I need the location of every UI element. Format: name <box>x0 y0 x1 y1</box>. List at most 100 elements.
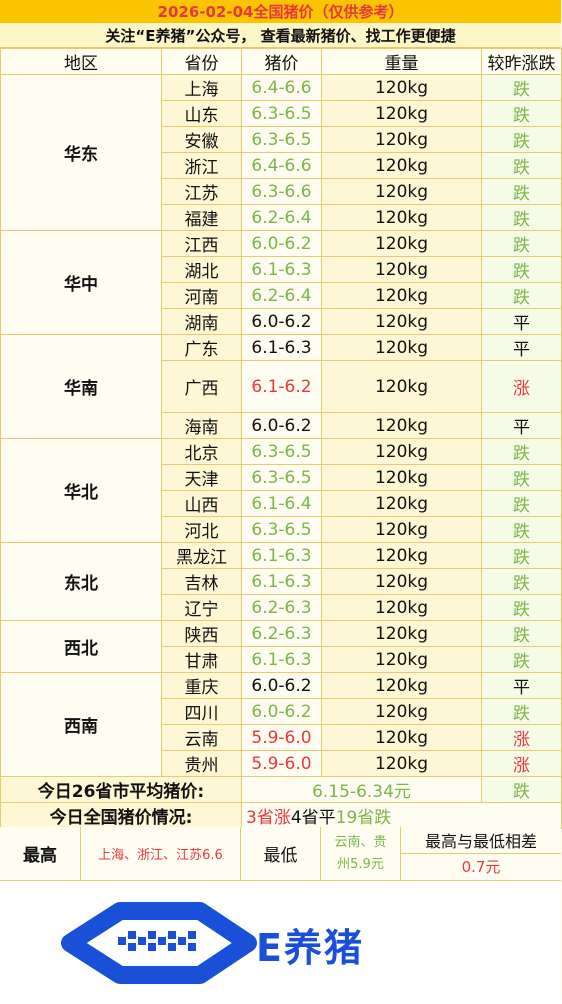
header-price: 猪价 <box>241 48 322 75</box>
trend-cell: 跌 <box>481 74 562 101</box>
price-cell: 6.1-6.3 <box>241 568 322 595</box>
trend-cell: 跌 <box>481 438 562 465</box>
table-row: 浙江 6.4-6.6 120kg 跌 <box>1 152 562 179</box>
price-cell: 6.1-6.4 <box>241 490 322 517</box>
trend-cell: 跌 <box>481 282 562 309</box>
table-row: 湖北 6.1-6.3 120kg 跌 <box>1 256 562 283</box>
price-cell: 6.0-6.2 <box>241 308 322 335</box>
weight-cell: 120kg <box>321 750 482 777</box>
header-province: 省份 <box>161 48 242 75</box>
header-weight: 重量 <box>321 48 482 75</box>
province-cell: 河南 <box>161 282 242 309</box>
weight-cell: 120kg <box>321 412 482 439</box>
weight-cell: 120kg <box>321 698 482 725</box>
region-cell: 华中 <box>0 230 162 335</box>
province-cell: 安徽 <box>161 126 242 153</box>
table-row: 华东 上海 6.4-6.6 120kg 跌 <box>0 74 562 231</box>
table-row: 安徽 6.3-6.5 120kg 跌 <box>1 126 562 153</box>
price-cell: 6.2-6.3 <box>241 620 322 647</box>
price-cell: 6.3-6.6 <box>241 178 322 205</box>
e-pig-logo-icon <box>61 902 257 984</box>
logo-area <box>0 881 561 1000</box>
lowest-label: 最低 <box>241 827 321 880</box>
province-cell: 广东 <box>161 334 242 361</box>
province-cell: 湖北 <box>161 256 242 283</box>
table-row: 吉林 6.1-6.3 120kg 跌 <box>1 568 562 595</box>
price-cell: 6.3-6.5 <box>241 516 322 543</box>
highest-label: 最高 <box>0 827 81 880</box>
trend-cell: 涨 <box>481 360 562 413</box>
province-cell: 四川 <box>161 698 242 725</box>
lowest-value-line1: 云南、贵 <box>334 834 387 850</box>
table-row: 河北 6.3-6.5 120kg 跌 <box>1 516 562 543</box>
province-cell: 福建 <box>161 204 242 231</box>
province-cell: 北京 <box>161 438 242 465</box>
table-row: 西南 重庆 6.0-6.2 120kg 平 <box>0 672 562 777</box>
region-cell: 华东 <box>0 74 162 231</box>
table-row: 甘肃 6.1-6.3 120kg 跌 <box>1 646 562 673</box>
trend-cell: 跌 <box>481 698 562 725</box>
province-cell: 江西 <box>161 230 242 257</box>
trend-cell: 跌 <box>481 516 562 543</box>
trend-cell: 涨 <box>481 724 562 751</box>
national-rise: 3省涨 <box>246 808 291 828</box>
price-cell: 6.1-6.3 <box>241 646 322 673</box>
footer-summary: 最高 上海、浙江、江苏6.6 最低 云南、贵 州5.9元 最高与最低相差 0.7… <box>0 827 561 881</box>
national-fall: 19省跌 <box>335 808 392 828</box>
weight-cell: 120kg <box>321 542 482 569</box>
trend-cell: 平 <box>481 412 562 439</box>
weight-cell: 120kg <box>321 464 482 491</box>
average-value: 6.15-6.34元 <box>241 776 482 803</box>
price-cell: 5.9-6.0 <box>241 750 322 777</box>
weight-cell: 120kg <box>321 282 482 309</box>
national-label: 今日全国猪价情况: <box>0 802 242 829</box>
province-cell: 黑龙江 <box>161 542 242 569</box>
price-cell: 6.1-6.3 <box>241 542 322 569</box>
table-row: 湖南 6.0-6.2 120kg 平 <box>1 308 562 335</box>
region-cell: 东北 <box>0 542 162 621</box>
table-row: 西北 陕西 6.2-6.3 120kg 跌 <box>0 620 562 673</box>
table-row: 河南 6.2-6.4 120kg 跌 <box>1 282 562 309</box>
price-cell: 6.3-6.5 <box>241 438 322 465</box>
header-region: 地区 <box>0 48 162 75</box>
diff-value: 0.7元 <box>461 858 501 876</box>
province-cell: 辽宁 <box>161 594 242 621</box>
province-cell: 湖南 <box>161 308 242 335</box>
table-row: 山东 6.3-6.5 120kg 跌 <box>1 100 562 127</box>
price-cell: 6.1-6.2 <box>241 360 322 413</box>
table-row: 广西 6.1-6.2 120kg 涨 <box>1 360 562 413</box>
price-cell: 6.1-6.3 <box>241 256 322 283</box>
national-flat: 4省平 <box>290 808 336 828</box>
diff-label: 最高与最低相差 <box>401 828 561 854</box>
trend-cell: 平 <box>481 334 562 361</box>
table-row: 四川 6.0-6.2 120kg 跌 <box>1 698 562 725</box>
province-cell: 云南 <box>161 724 242 751</box>
table-row: 福建 6.2-6.4 120kg 跌 <box>1 204 562 231</box>
weight-cell: 120kg <box>321 204 482 231</box>
trend-cell: 跌 <box>481 646 562 673</box>
weight-cell: 120kg <box>321 620 482 647</box>
price-diff: 最高与最低相差 0.7元 <box>401 827 561 880</box>
weight-cell: 120kg <box>321 152 482 179</box>
average-row: 今日26省市平均猪价: 6.15-6.34元跌 <box>0 776 562 803</box>
lowest-value-line2: 州5.9元 <box>337 856 384 872</box>
average-label: 今日26省市平均猪价: <box>0 776 242 803</box>
trend-cell: 跌 <box>481 204 562 231</box>
trend-cell: 跌 <box>481 542 562 569</box>
province-cell: 江苏 <box>161 178 242 205</box>
table-row: 山西 6.1-6.4 120kg 跌 <box>1 490 562 517</box>
weight-cell: 120kg <box>321 256 482 283</box>
trend-cell: 跌 <box>481 256 562 283</box>
price-cell: 6.0-6.2 <box>241 230 322 257</box>
weight-cell: 120kg <box>321 438 482 465</box>
weight-cell: 120kg <box>321 308 482 335</box>
region-cell: 华北 <box>0 438 162 543</box>
weight-cell: 120kg <box>321 126 482 153</box>
weight-cell: 120kg <box>321 672 482 699</box>
trend-cell: 跌 <box>481 568 562 595</box>
weight-cell: 120kg <box>321 724 482 751</box>
province-cell: 吉林 <box>161 568 242 595</box>
trend-cell: 跌 <box>481 178 562 205</box>
price-cell: 6.0-6.2 <box>241 412 322 439</box>
province-cell: 上海 <box>161 74 242 101</box>
